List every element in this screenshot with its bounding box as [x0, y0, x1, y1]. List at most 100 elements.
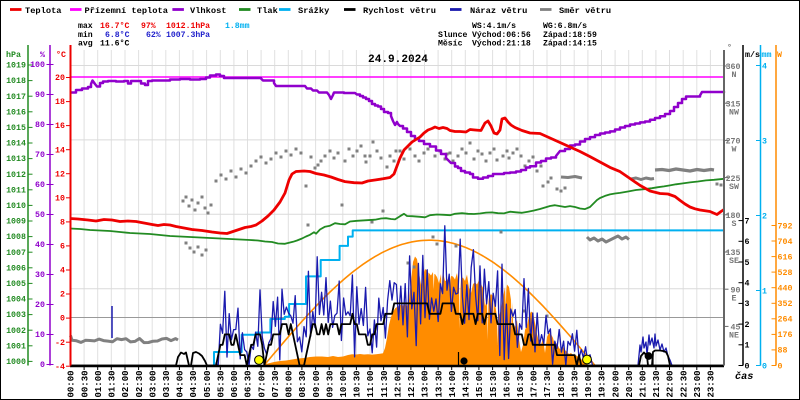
svg-text:čas: čas: [735, 371, 753, 383]
svg-text:12:30: 12:30: [407, 370, 417, 397]
svg-text:16.7°C: 16.7°C: [100, 22, 129, 31]
svg-text:max: max: [78, 22, 93, 31]
svg-text:min: min: [78, 30, 93, 40]
svg-text:10:00: 10:00: [339, 370, 349, 397]
svg-text:W: W: [732, 146, 737, 155]
svg-text:11:30: 11:30: [380, 370, 390, 397]
svg-text:20:30: 20:30: [625, 370, 635, 397]
svg-text:14:30: 14:30: [462, 370, 472, 397]
svg-text:440: 440: [778, 285, 793, 294]
svg-text:50: 50: [35, 211, 45, 220]
svg-text:%: %: [40, 51, 45, 60]
svg-text:264: 264: [778, 316, 793, 325]
svg-text:14: 14: [55, 146, 65, 155]
svg-text:N: N: [732, 71, 737, 80]
svg-text:Měsíc: Měsíc: [438, 39, 463, 49]
svg-text:315: 315: [726, 100, 741, 109]
svg-text:6: 6: [60, 243, 65, 252]
svg-text:1007.3hPa: 1007.3hPa: [166, 30, 210, 40]
svg-text:18:30: 18:30: [570, 370, 580, 397]
svg-text:97%: 97%: [141, 22, 156, 31]
svg-text:06:00: 06:00: [230, 370, 240, 397]
svg-text:18:00: 18:00: [557, 370, 567, 397]
svg-text:Slunce: Slunce: [438, 30, 467, 40]
svg-text:1002: 1002: [6, 327, 26, 336]
svg-text:1011: 1011: [6, 186, 26, 195]
svg-text:0: 0: [778, 362, 783, 371]
svg-text:1001: 1001: [6, 342, 26, 351]
svg-text:1006: 1006: [6, 264, 26, 273]
svg-text:12: 12: [55, 170, 65, 179]
svg-text:13:30: 13:30: [434, 370, 444, 397]
svg-text:4: 4: [60, 267, 65, 276]
svg-text:1003: 1003: [6, 311, 26, 320]
svg-text:616: 616: [778, 253, 793, 262]
svg-text:23:30: 23:30: [707, 370, 717, 397]
svg-text:100: 100: [30, 61, 45, 70]
svg-text:17:00: 17:00: [530, 370, 540, 397]
svg-text:Náraz větru: Náraz větru: [470, 6, 527, 16]
svg-text:1007: 1007: [6, 249, 26, 258]
svg-text:528: 528: [778, 269, 793, 278]
svg-text:03:00: 03:00: [148, 370, 158, 397]
svg-text:1009: 1009: [6, 218, 26, 227]
svg-text:°: °: [727, 44, 732, 53]
svg-text:07:00: 07:00: [257, 370, 267, 397]
svg-text:05:00: 05:00: [203, 370, 213, 397]
svg-text:40: 40: [35, 241, 45, 250]
svg-text:Teplota: Teplota: [25, 6, 62, 16]
svg-text:04:30: 04:30: [189, 370, 199, 397]
svg-text:01:00: 01:00: [94, 370, 104, 397]
svg-text:15:00: 15:00: [475, 370, 485, 397]
svg-text:5: 5: [745, 259, 750, 268]
svg-text:-4: -4: [55, 363, 65, 372]
svg-text:1012: 1012: [6, 171, 26, 180]
svg-text:16:00: 16:00: [502, 370, 512, 397]
svg-text:792: 792: [778, 222, 793, 231]
svg-text:W: W: [777, 51, 782, 60]
svg-text:176: 176: [778, 331, 793, 340]
svg-text:1010: 1010: [6, 202, 26, 211]
svg-text:Západ:18:59: Západ:18:59: [543, 30, 597, 40]
svg-text:0: 0: [40, 361, 45, 370]
svg-text:0: 0: [60, 315, 65, 324]
svg-text:225: 225: [726, 175, 741, 184]
svg-text:2: 2: [60, 291, 65, 300]
svg-text:2: 2: [762, 212, 767, 221]
svg-text:15:30: 15:30: [489, 370, 499, 397]
svg-text:352: 352: [778, 300, 793, 309]
svg-text:18: 18: [55, 98, 65, 107]
svg-text:135: 135: [726, 249, 741, 258]
svg-text:SW: SW: [729, 183, 739, 192]
svg-text:62%: 62%: [146, 31, 161, 40]
svg-text:704: 704: [778, 238, 793, 247]
svg-text:7: 7: [745, 217, 750, 226]
svg-text:Směr větru: Směr větru: [559, 6, 611, 16]
svg-text:02:30: 02:30: [135, 370, 145, 397]
svg-text:4: 4: [745, 280, 750, 289]
svg-text:3: 3: [745, 300, 750, 309]
svg-text:1016: 1016: [6, 108, 26, 117]
svg-text:22:30: 22:30: [679, 370, 689, 397]
svg-text:1: 1: [745, 342, 750, 351]
svg-text:80: 80: [35, 121, 45, 130]
svg-text:1017: 1017: [6, 93, 26, 102]
svg-text:1013: 1013: [6, 155, 26, 164]
svg-text:SE: SE: [729, 257, 739, 266]
svg-text:90: 90: [35, 91, 45, 100]
svg-text:19:00: 19:00: [584, 370, 594, 397]
svg-text:0: 0: [745, 362, 750, 371]
svg-text:E: E: [732, 294, 737, 303]
svg-text:10: 10: [55, 194, 65, 203]
svg-text:16:30: 16:30: [516, 370, 526, 397]
svg-text:1012.1hPa: 1012.1hPa: [166, 21, 210, 31]
svg-text:mm: mm: [762, 51, 772, 60]
svg-text:1018: 1018: [6, 77, 26, 86]
svg-text:hPa: hPa: [6, 50, 21, 60]
svg-text:Vlhkost: Vlhkost: [190, 6, 227, 16]
svg-text:30: 30: [35, 271, 45, 280]
svg-text:00:30: 00:30: [80, 370, 90, 397]
svg-text:21:00: 21:00: [639, 370, 649, 397]
svg-text:1: 1: [762, 287, 767, 296]
svg-text:Západ:14:15: Západ:14:15: [543, 39, 597, 49]
